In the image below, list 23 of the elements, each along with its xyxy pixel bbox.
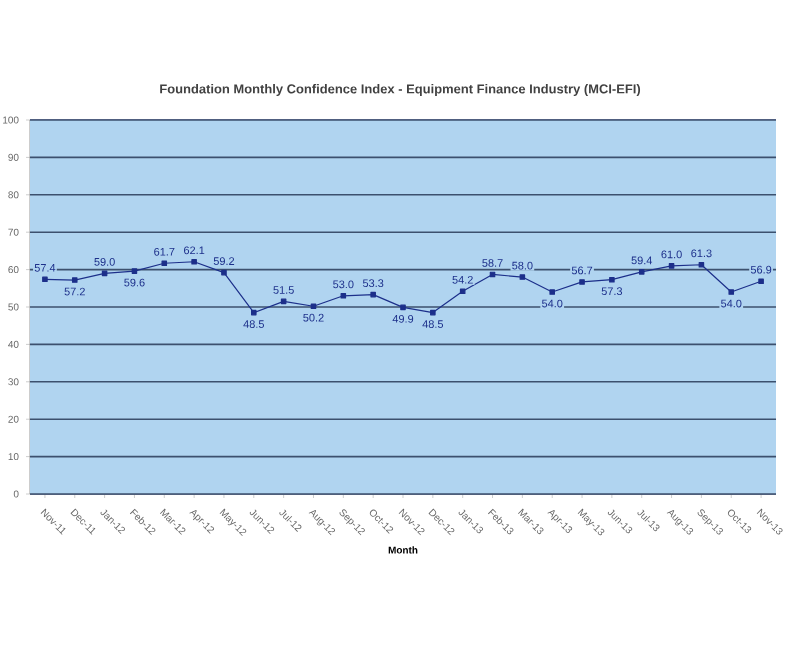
point xyxy=(698,261,705,268)
point xyxy=(191,258,197,265)
point xyxy=(71,277,78,283)
point xyxy=(459,288,466,295)
point xyxy=(549,289,555,295)
point xyxy=(101,270,108,277)
point xyxy=(400,304,406,311)
point xyxy=(370,291,376,298)
point xyxy=(609,276,615,283)
point xyxy=(340,292,347,299)
point xyxy=(668,263,675,269)
point xyxy=(310,303,317,310)
point xyxy=(42,276,48,283)
point xyxy=(430,309,436,316)
point xyxy=(758,278,764,284)
point xyxy=(161,260,168,267)
point xyxy=(519,274,526,280)
point xyxy=(251,309,257,316)
point xyxy=(728,289,735,295)
point xyxy=(579,279,585,285)
point xyxy=(221,269,227,276)
point xyxy=(638,269,645,275)
point xyxy=(131,268,138,274)
